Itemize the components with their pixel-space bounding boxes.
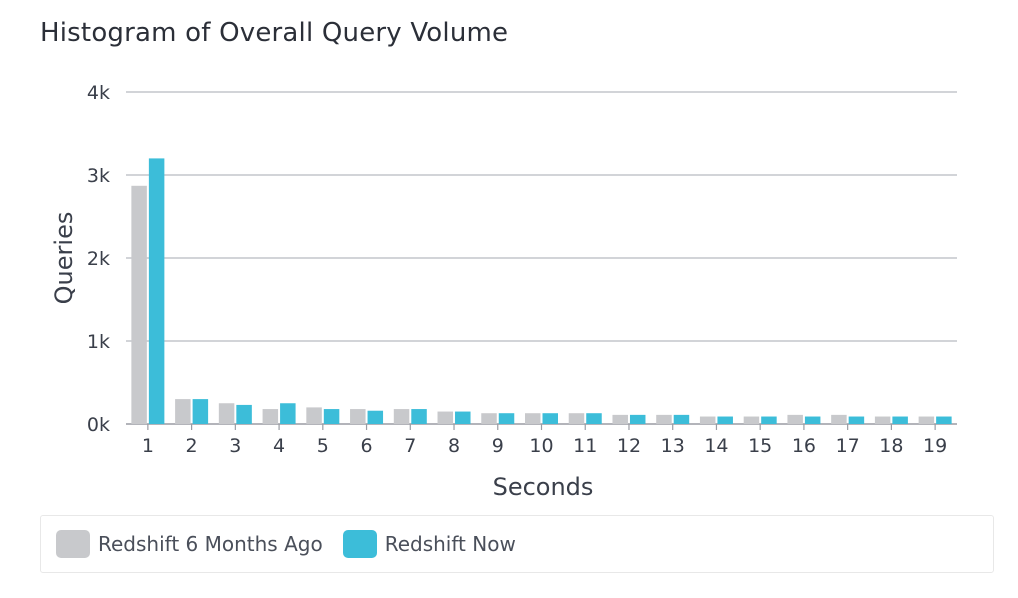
bar-now-6[interactable] bbox=[367, 410, 384, 424]
bar-six-months-ago-2[interactable] bbox=[175, 399, 191, 424]
legend: Redshift 6 Months Ago Redshift Now bbox=[40, 515, 994, 573]
x-tick-label: 19 bbox=[923, 435, 947, 457]
x-tick-label: 1 bbox=[142, 435, 154, 457]
x-tick-label: 18 bbox=[879, 435, 903, 457]
x-tick-label: 11 bbox=[573, 435, 597, 457]
x-tick-label: 13 bbox=[661, 435, 685, 457]
x-tick-label: 4 bbox=[273, 435, 285, 457]
bar-now-18[interactable] bbox=[892, 416, 908, 424]
legend-item-now[interactable]: Redshift Now bbox=[342, 530, 516, 558]
bar-six-months-ago-17[interactable] bbox=[831, 414, 847, 424]
bar-six-months-ago-15[interactable] bbox=[743, 416, 760, 424]
bar-six-months-ago-6[interactable] bbox=[350, 409, 366, 424]
y-tick-label: 1k bbox=[87, 331, 110, 353]
bar-now-15[interactable] bbox=[761, 416, 777, 424]
bar-now-17[interactable] bbox=[848, 416, 865, 424]
y-tick-label: 0k bbox=[87, 414, 110, 436]
x-axis-ticks: 1 2 3 4 5 6 7 8 9 10 11 12 13 14 15 16 17 18 19 bbox=[142, 424, 947, 457]
bars bbox=[131, 158, 952, 424]
legend-item-6-months-ago[interactable]: Redshift 6 Months Ago bbox=[56, 530, 323, 558]
x-tick-label: 3 bbox=[229, 435, 241, 457]
bar-six-months-ago-18[interactable] bbox=[874, 416, 891, 424]
bar-six-months-ago-13[interactable] bbox=[656, 414, 672, 424]
bar-six-months-ago-10[interactable] bbox=[525, 413, 541, 424]
bar-now-1[interactable] bbox=[148, 158, 165, 424]
bar-now-16[interactable] bbox=[804, 416, 821, 424]
bar-six-months-ago-14[interactable] bbox=[699, 416, 716, 424]
bar-now-13[interactable] bbox=[673, 414, 690, 424]
bar-now-3[interactable] bbox=[236, 404, 252, 424]
bar-six-months-ago-7[interactable] bbox=[393, 409, 410, 424]
x-tick-label: 10 bbox=[529, 435, 553, 457]
bar-now-8[interactable] bbox=[455, 411, 471, 424]
grid-lines bbox=[126, 91, 957, 425]
bar-now-5[interactable] bbox=[323, 409, 340, 424]
bar-now-19[interactable] bbox=[936, 416, 952, 424]
bar-six-months-ago-5[interactable] bbox=[306, 407, 322, 424]
x-tick-label: 6 bbox=[361, 435, 373, 457]
y-tick-label: 2k bbox=[87, 248, 110, 270]
bar-six-months-ago-16[interactable] bbox=[787, 414, 803, 424]
chart-title: Histogram of Overall Query Volume bbox=[40, 18, 509, 48]
x-tick-label: 17 bbox=[836, 435, 860, 457]
legend-label-6-months-ago: Redshift 6 Months Ago bbox=[98, 532, 323, 556]
x-tick-label: 16 bbox=[792, 435, 816, 457]
x-tick-label: 5 bbox=[317, 435, 329, 457]
y-tick-label: 4k bbox=[87, 82, 110, 104]
y-axis-label: Queries bbox=[50, 212, 78, 305]
bar-six-months-ago-8[interactable] bbox=[437, 411, 454, 424]
bar-now-2[interactable] bbox=[192, 399, 209, 424]
bar-now-10[interactable] bbox=[542, 413, 559, 424]
bar-now-12[interactable] bbox=[629, 414, 646, 424]
x-tick-label: 9 bbox=[492, 435, 504, 457]
bar-now-14[interactable] bbox=[717, 416, 733, 424]
x-tick-label: 7 bbox=[404, 435, 416, 457]
bar-six-months-ago-11[interactable] bbox=[568, 413, 585, 424]
y-tick-label: 3k bbox=[87, 165, 110, 187]
bar-six-months-ago-9[interactable] bbox=[481, 413, 497, 424]
bar-six-months-ago-3[interactable] bbox=[218, 403, 235, 424]
x-tick-label: 14 bbox=[704, 435, 728, 457]
bar-now-7[interactable] bbox=[411, 409, 427, 424]
bar-now-11[interactable] bbox=[586, 413, 602, 424]
legend-swatch-6-months-ago bbox=[56, 530, 90, 558]
x-tick-label: 8 bbox=[448, 435, 460, 457]
x-axis-label: Seconds bbox=[493, 473, 594, 501]
legend-label-now: Redshift Now bbox=[384, 532, 516, 556]
x-tick-label: 2 bbox=[186, 435, 198, 457]
bar-now-4[interactable] bbox=[280, 403, 296, 424]
bar-now-9[interactable] bbox=[498, 413, 515, 424]
bar-six-months-ago-19[interactable] bbox=[918, 416, 935, 424]
bar-six-months-ago-1[interactable] bbox=[131, 185, 147, 424]
x-tick-label: 15 bbox=[748, 435, 772, 457]
bar-six-months-ago-4[interactable] bbox=[262, 409, 279, 424]
legend-swatch-now bbox=[342, 530, 377, 558]
bar-six-months-ago-12[interactable] bbox=[612, 414, 628, 424]
x-tick-label: 12 bbox=[617, 435, 641, 457]
y-axis-ticks: 0k 1k 2k 3k 4k bbox=[87, 82, 110, 436]
